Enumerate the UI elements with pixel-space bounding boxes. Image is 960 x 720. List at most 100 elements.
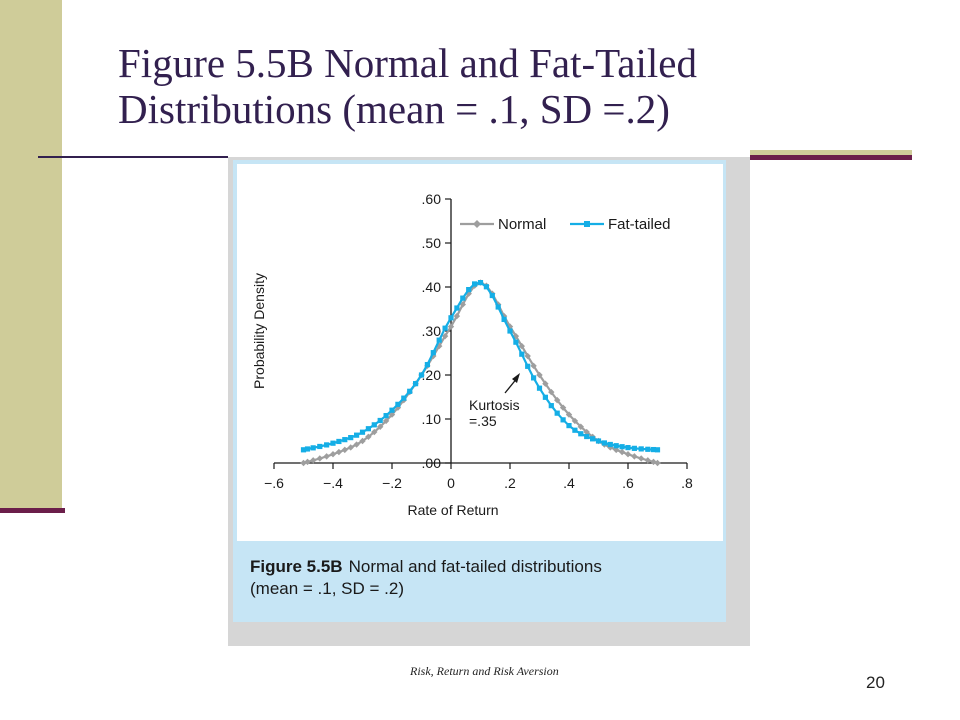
normal-point	[624, 451, 632, 458]
fat-tailed-point	[359, 429, 366, 435]
fat-tailed-point	[330, 440, 336, 446]
caption-text-line-2: (mean = .1, SD = .2)	[250, 579, 405, 598]
fat-tailed-point	[548, 403, 554, 409]
normal-point	[347, 444, 354, 451]
fat-tailed-point	[578, 431, 584, 437]
caption-text-line-1: Normal and fat-tailed distributions	[348, 557, 602, 576]
axes-layer: −.6 −.4 −.2 0 .2 .4 .6 .8 .00 .10 .20 .30 .40 .50 .60	[264, 191, 693, 491]
fat-tailed-point	[654, 447, 661, 453]
legend-marker	[473, 220, 481, 228]
normal-point	[323, 453, 330, 460]
normal-point	[441, 332, 449, 340]
normal-point	[518, 342, 525, 350]
fat-tailed-point	[365, 426, 371, 432]
legend-layer: Normal Fat-tailed	[460, 216, 671, 233]
fat-tailed-point	[354, 432, 360, 438]
fat-tailed-point	[472, 281, 478, 287]
normal-point	[365, 433, 372, 440]
fat-tailed-point	[395, 401, 401, 407]
normal-point	[638, 455, 645, 462]
fat-tailed-point	[495, 304, 501, 310]
fat-tailed-point	[342, 437, 348, 443]
fat-tailed-point	[631, 445, 637, 451]
caption-label: Figure 5.5B	[250, 557, 343, 576]
fat-tailed-point	[401, 395, 407, 401]
fat-tailed-point	[513, 339, 519, 345]
normal-point	[341, 446, 348, 454]
fat-tailed-point	[554, 410, 560, 416]
normal-point	[650, 458, 657, 466]
fat-tailed-point	[590, 436, 596, 442]
normal-point	[571, 417, 579, 425]
fat-tailed-point	[466, 287, 472, 293]
normal-point	[524, 352, 531, 360]
normal-point	[377, 423, 384, 430]
normal-point	[583, 428, 590, 436]
y-tick-label: .30	[422, 323, 442, 339]
fat-tailed-point	[377, 417, 383, 424]
slide-title: Figure 5.5B Normal and Fat-Tailed Distri…	[118, 40, 878, 132]
normal-point	[359, 437, 366, 445]
fat-tailed-point	[348, 435, 354, 441]
fat-tailed-point	[645, 446, 651, 452]
normal-point	[335, 448, 343, 456]
fat-tailed-point	[601, 440, 607, 446]
slide-footer: Risk, Return and Risk Aversion	[410, 664, 559, 678]
fat-tailed-point	[519, 351, 525, 357]
fat-tailed-point	[625, 445, 631, 451]
fat-tailed-point	[483, 284, 489, 290]
figure-plot-area	[237, 164, 723, 541]
normal-point	[382, 417, 390, 425]
normal-point	[613, 446, 620, 454]
fat-tailed-point	[371, 422, 377, 428]
x-tick-label: .4	[563, 475, 575, 491]
x-tick-label: .8	[681, 475, 693, 491]
fat-tailed-point	[389, 407, 395, 413]
normal-point	[565, 411, 573, 418]
x-tick-label: .6	[622, 475, 634, 491]
normal-point	[548, 388, 555, 396]
normal-point	[577, 423, 584, 430]
fat-tailed-point	[501, 316, 507, 323]
y-tick-label: .60	[422, 191, 442, 207]
normal-point	[554, 396, 561, 404]
fat-tailed-point	[436, 337, 442, 343]
fat-tailed-point	[595, 438, 602, 444]
legend-marker	[584, 221, 590, 227]
normal-point	[654, 459, 661, 467]
fat-tailed-point	[619, 444, 625, 450]
fat-tailed-point	[650, 446, 657, 453]
fat-tailed-point	[418, 372, 425, 378]
fat-tailed-point	[336, 438, 342, 445]
x-axis-label: Rate of Return	[407, 502, 498, 518]
fat-tailed-point	[413, 381, 419, 387]
y-tick-label: .20	[422, 367, 442, 383]
x-tick-label: −.6	[264, 475, 284, 491]
y-tick-label: .40	[422, 279, 442, 295]
fat-tailed-point	[613, 443, 619, 449]
fat-tailed-point	[560, 417, 566, 423]
title-underline-right-top	[750, 150, 912, 155]
figure-caption: Figure 5.5B Normal and fat-tailed distrib…	[250, 556, 710, 600]
fat-tailed-point	[448, 315, 454, 321]
x-tick-label: .2	[504, 475, 516, 491]
fat-tailed-point	[300, 447, 307, 453]
normal-point	[542, 380, 549, 387]
x-tick-label: 0	[447, 475, 455, 491]
x-tick-label: −.4	[323, 475, 343, 491]
annotation-line-2: =.35	[469, 413, 497, 429]
fat-tailed-point	[525, 363, 531, 369]
fat-tailed-point	[317, 443, 323, 450]
normal-point	[304, 458, 311, 466]
fat-tailed-point	[430, 350, 436, 356]
fat-tailed-point	[424, 362, 430, 368]
normal-point	[453, 312, 461, 320]
fat-tailed-point	[489, 292, 495, 299]
left-decorative-band	[0, 0, 62, 512]
fat-tailed-point	[572, 427, 578, 433]
fat-tailed-point	[477, 280, 484, 286]
fat-tailed-point	[507, 328, 513, 334]
slide-title-line-2: Distributions (mean = .1, SD =.2)	[118, 86, 670, 132]
annotation-arrow-head	[512, 373, 520, 383]
y-tick-label: .50	[422, 235, 442, 251]
